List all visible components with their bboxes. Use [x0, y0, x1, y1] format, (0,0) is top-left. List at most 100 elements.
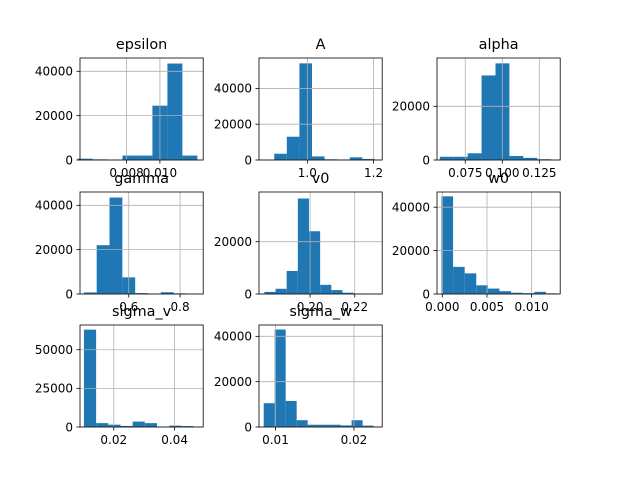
axes-frame: [79, 324, 204, 428]
histogram-bar: [511, 292, 523, 294]
subplot-title: epsilon: [116, 37, 167, 53]
y-tick-label: 40000: [35, 199, 73, 213]
y-tick-label: 20000: [35, 243, 73, 257]
histogram-bar: [308, 231, 321, 294]
histogram-bar: [83, 292, 97, 294]
histogram-bar: [331, 290, 343, 294]
x-tick-label: 1.2: [364, 166, 383, 180]
histogram-bar: [296, 420, 308, 427]
subplot-sigma-w: 0.01 0.02 0 20000 40000 sigma_w: [214, 304, 383, 447]
histogram-bar: [362, 425, 374, 427]
histogram-bar: [167, 63, 183, 160]
histogram-bar: [96, 423, 109, 427]
histogram-bar: [522, 293, 535, 294]
x-tick-label: 0.6: [119, 300, 138, 314]
x-tick-label: 1.0: [298, 166, 317, 180]
histogram-bar: [299, 63, 312, 160]
subplot-w0: 0.000 0.005 0.010 0 20000 40000 w0: [392, 171, 561, 314]
histogram-bar: [534, 291, 546, 294]
x-tick-label: 0.8: [171, 300, 190, 314]
y-tick-label: 20000: [214, 235, 252, 249]
subplot-alpha: 0.075 0.100 0.125 0 20000 alpha: [392, 37, 561, 180]
subplot-gamma: 0.6 0.8 0 20000 40000 gamma: [35, 171, 204, 314]
axes-frame: [258, 57, 383, 161]
histogram-bar: [439, 156, 454, 160]
histogram-bar: [320, 284, 332, 294]
histogram-bar: [285, 400, 297, 427]
histogram-bar: [120, 425, 133, 427]
histogram-bar: [351, 420, 363, 427]
histogram-bar: [453, 266, 465, 294]
histogram-bar: [297, 198, 309, 294]
y-tick-label: 0: [65, 287, 73, 301]
x-tick-label: 0.01: [262, 433, 289, 447]
y-tick-label: 40000: [214, 82, 252, 96]
y-tick-label: 50000: [35, 343, 73, 357]
histogram-bar: [342, 292, 354, 294]
y-tick-label: 0: [65, 153, 73, 167]
x-tick-label: 0.010: [143, 166, 177, 180]
histogram-bar: [137, 155, 153, 160]
histogram-bar: [467, 153, 482, 160]
y-tick-label: 0: [244, 287, 252, 301]
histogram-bar: [144, 423, 157, 427]
histogram-bar: [96, 245, 110, 294]
y-tick-label: 25000: [35, 382, 73, 396]
histogram-bar: [160, 292, 174, 294]
histogram-bar: [274, 153, 287, 160]
histogram-bar: [523, 157, 538, 160]
axes-frame: [258, 191, 383, 295]
axes-frame: [436, 191, 561, 295]
histogram-bar: [537, 159, 552, 160]
y-tick-label: 20000: [392, 244, 430, 258]
x-tick-label: 0.008: [109, 166, 143, 180]
y-tick-label: 40000: [214, 330, 252, 344]
x-tick-label: 0.20: [297, 300, 324, 314]
axes-frame: [79, 191, 204, 295]
histogram-bar: [286, 270, 298, 294]
x-tick-label: 0.010: [514, 300, 548, 314]
y-tick-label: 40000: [35, 65, 73, 79]
histogram-bar: [362, 158, 375, 160]
x-tick-label: 0.100: [485, 166, 519, 180]
axes-frame: [436, 57, 561, 161]
histogram-bar: [275, 288, 287, 294]
histogram-bar: [499, 291, 512, 294]
y-tick-label: 0: [422, 153, 430, 167]
subplot-title: gamma: [114, 171, 169, 187]
histogram-bar: [109, 197, 123, 294]
subplot-title: sigma_v: [112, 304, 172, 320]
subplot-title: A: [316, 37, 326, 53]
x-tick-label: 0.125: [522, 166, 556, 180]
histogram-bar: [464, 273, 477, 294]
histogram-bar: [487, 288, 500, 294]
histogram-bar: [181, 426, 194, 427]
axes-frame: [258, 324, 383, 428]
x-tick-label: 0.005: [470, 300, 504, 314]
histogram-bar: [441, 196, 454, 294]
histogram-bar: [108, 424, 121, 427]
histogram-bar: [135, 293, 149, 294]
histogram-bar: [182, 155, 198, 160]
histogram-bar: [481, 75, 496, 160]
histogram-bar: [509, 155, 524, 160]
histogram-bar: [264, 291, 276, 294]
y-tick-label: 0: [244, 420, 252, 434]
y-tick-label: 20000: [214, 375, 252, 389]
histogram-bar: [83, 329, 97, 427]
histogram-bar: [77, 158, 93, 160]
histogram-bar: [349, 157, 363, 160]
histogram-bar: [340, 425, 352, 427]
y-tick-label: 40000: [392, 200, 430, 214]
x-tick-label: 0.02: [100, 433, 127, 447]
y-tick-label: 0: [422, 287, 430, 301]
y-tick-label: 20000: [214, 118, 252, 132]
subplot-sigma-v: 0.02 0.04 0 25000 50000 sigma_v: [35, 304, 204, 447]
histogram-bar: [453, 156, 468, 160]
histogram-bar: [286, 136, 300, 160]
histogram-bar: [263, 403, 275, 427]
y-tick-label: 20000: [392, 100, 430, 114]
subplot-title: alpha: [479, 37, 519, 53]
